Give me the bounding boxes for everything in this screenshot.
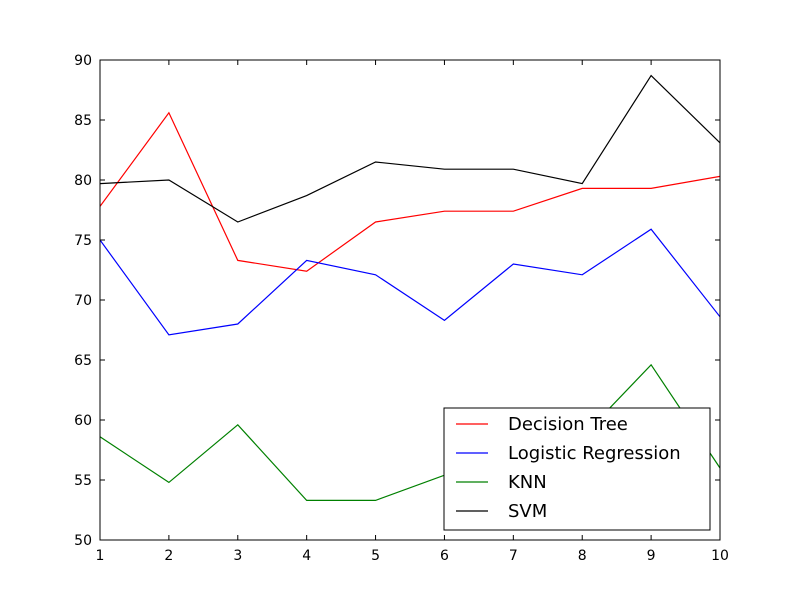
x-tick-label: 4 <box>302 548 311 564</box>
axes-layer: 1 2 3 4 5 6 7 8 9 10 50 55 60 65 70 75 80 85 90 <box>74 53 729 564</box>
legend-label-knn: KNN <box>508 472 547 493</box>
y-tick-label: 55 <box>74 473 92 489</box>
legend-label-decision-tree: Decision Tree <box>508 414 628 435</box>
x-tick-label: 10 <box>711 548 729 564</box>
y-tick-label: 70 <box>74 293 92 309</box>
y-tick-label: 60 <box>74 413 92 429</box>
series-line-svm <box>100 74 720 223</box>
legend: Decision Tree Logistic Regression KNN SVM <box>443 407 711 531</box>
x-tick-label: 2 <box>164 548 173 564</box>
legend-label-svm: SVM <box>508 501 547 522</box>
series-layer <box>100 74 720 501</box>
x-tick-label: 6 <box>440 548 449 564</box>
x-tick-label: 5 <box>371 548 380 564</box>
x-tick-label: 1 <box>96 548 105 564</box>
y-tick-label: 80 <box>74 173 92 189</box>
x-tick-label: 7 <box>509 548 518 564</box>
y-tick-label: 85 <box>74 113 92 129</box>
legend-label-logistic-regression: Logistic Regression <box>508 443 681 464</box>
legend-box <box>443 407 711 531</box>
y-tick-label: 50 <box>74 533 92 549</box>
y-tick-label: 90 <box>74 53 92 69</box>
x-tick-label: 8 <box>578 548 587 564</box>
series-line-knn <box>100 363 720 501</box>
x-tick-label: 9 <box>647 548 656 564</box>
series-line-logistic-regression <box>100 228 720 336</box>
series-line-decision-tree <box>100 111 720 272</box>
y-tick-label: 65 <box>74 353 92 369</box>
x-tick-label: 3 <box>233 548 242 564</box>
y-tick-label: 75 <box>74 233 92 249</box>
